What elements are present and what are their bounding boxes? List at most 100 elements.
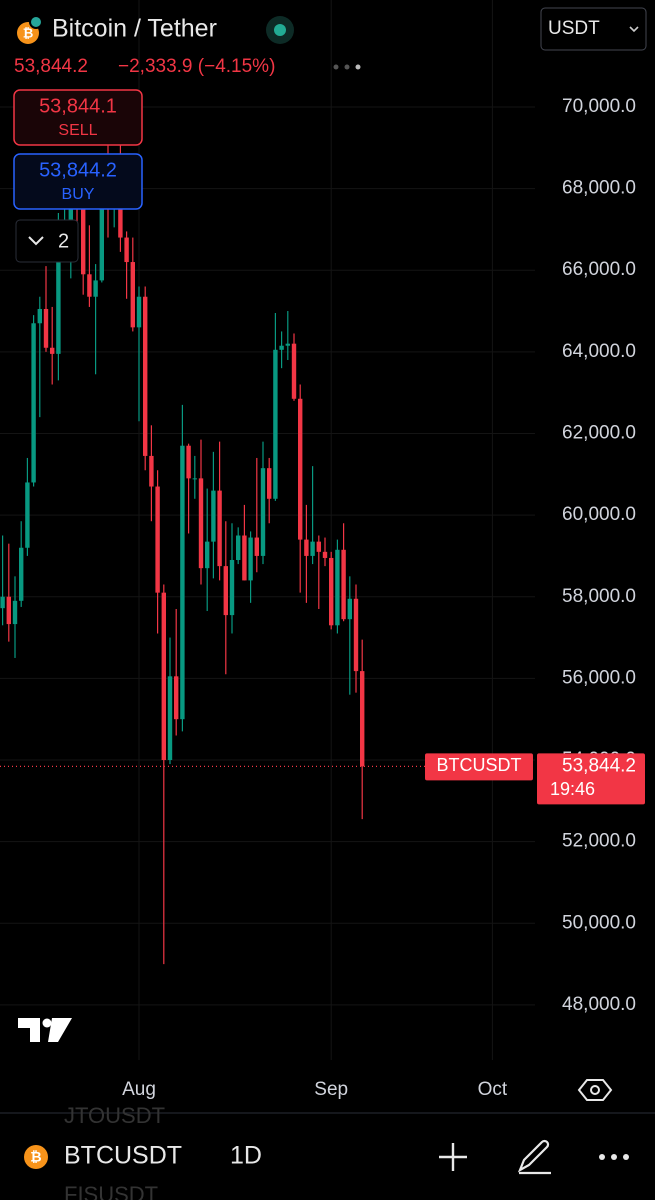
y-tick-label: 50,000.0 xyxy=(562,912,636,933)
more-icon xyxy=(623,1154,629,1160)
candle-body xyxy=(31,323,36,483)
candle-body xyxy=(335,549,340,626)
sell-button[interactable] xyxy=(13,89,143,146)
candle-body xyxy=(310,541,315,556)
candle-body xyxy=(124,237,129,263)
tv-logo-dot xyxy=(42,1018,52,1028)
candle-body xyxy=(186,445,191,479)
dot xyxy=(333,64,339,70)
symbol-tag xyxy=(425,753,533,781)
candle-body xyxy=(99,192,104,281)
chevron xyxy=(28,236,44,246)
candle-body xyxy=(37,308,42,324)
price-tags: BTCUSDT 53,844.2 19:46 xyxy=(425,753,645,805)
candle-body xyxy=(0,596,5,609)
candle-body xyxy=(130,262,135,328)
x-tick-label: Sep xyxy=(314,1079,348,1100)
candle-body xyxy=(260,468,266,556)
candle-body xyxy=(93,280,98,297)
buy-label: BUY xyxy=(62,186,95,203)
candle-body xyxy=(273,349,278,499)
candle-body xyxy=(242,535,247,581)
y-tick-label: 62,000.0 xyxy=(562,422,636,443)
y-tick-label: 52,000.0 xyxy=(562,831,636,852)
candle-body xyxy=(353,598,359,672)
candle-body xyxy=(304,539,309,556)
coin-icon xyxy=(24,1145,48,1169)
more-icon xyxy=(611,1154,617,1160)
currency-select[interactable] xyxy=(540,7,647,51)
buy-button[interactable] xyxy=(13,153,143,210)
candle-body xyxy=(347,598,352,620)
candle-body xyxy=(12,600,18,625)
x-tick-label: Aug xyxy=(122,1079,156,1100)
candle-body xyxy=(161,592,166,760)
candle-body xyxy=(192,478,197,480)
indicators-toggle[interactable] xyxy=(15,219,79,263)
dot xyxy=(355,64,361,70)
candle-body xyxy=(316,541,321,552)
candle-body xyxy=(155,486,160,593)
candle-body xyxy=(285,343,290,346)
candle-body xyxy=(143,296,148,456)
dot xyxy=(344,64,350,70)
candle-body xyxy=(267,468,272,499)
coin-glyph: ₿ xyxy=(30,1149,41,1165)
candle-body xyxy=(254,537,259,556)
candle-body xyxy=(217,490,222,567)
y-tick-label: 56,000.0 xyxy=(562,667,636,688)
settings-icon-center xyxy=(590,1085,600,1095)
candle-body xyxy=(25,482,30,548)
candle-body xyxy=(87,274,92,297)
candle-body xyxy=(329,557,334,626)
candle-body xyxy=(291,343,297,399)
candle-body xyxy=(43,308,49,348)
candle-body xyxy=(322,551,328,558)
candle-body xyxy=(298,398,303,540)
candle-body xyxy=(205,541,210,569)
footer-symbol[interactable]: BTCUSDT xyxy=(64,1142,182,1170)
y-tick-label: 64,000.0 xyxy=(562,341,636,362)
draw-icon[interactable] xyxy=(517,1139,551,1175)
add-icon[interactable] xyxy=(439,1143,467,1171)
x-tick-label: Oct xyxy=(478,1079,508,1100)
tether-badge xyxy=(29,15,43,29)
y-tick-label: 70,000.0 xyxy=(562,96,636,117)
indicator-count: 2 xyxy=(58,230,69,252)
list-ghost: FISUSDT xyxy=(64,1182,158,1200)
interval[interactable]: 1D xyxy=(230,1142,262,1170)
price-tag-label: 53,844.2 xyxy=(562,755,636,776)
overlay: ₿ Bitcoin / Tether USDT 53,844.2 −2,333.… xyxy=(0,7,655,1200)
y-tick-label: 66,000.0 xyxy=(562,259,636,280)
buy-price: 53,844.2 xyxy=(39,159,117,181)
candle-body xyxy=(360,671,365,767)
chevron xyxy=(629,26,639,33)
settings-icon[interactable] xyxy=(577,1079,613,1101)
candle-body xyxy=(198,478,204,569)
symbol-title[interactable]: Bitcoin / Tether xyxy=(52,15,217,43)
market-status-dot xyxy=(274,24,286,36)
candle-body xyxy=(211,490,216,542)
y-tick-label: 58,000.0 xyxy=(562,586,636,607)
last-price: 53,844.2 xyxy=(14,56,88,77)
sell-price: 53,844.1 xyxy=(39,95,117,117)
candle-body xyxy=(19,547,24,601)
candle-body xyxy=(81,206,86,275)
y-tick-label: 60,000.0 xyxy=(562,504,636,525)
y-tick-label: 48,000.0 xyxy=(562,994,636,1015)
candle-body xyxy=(50,347,55,354)
candle-body xyxy=(229,560,235,616)
more-icon[interactable] xyxy=(599,1154,605,1160)
candle-body xyxy=(167,676,173,760)
candle-body xyxy=(56,243,61,354)
symbol-tag-label: BTCUSDT xyxy=(437,755,522,775)
sell-label: SELL xyxy=(58,122,97,139)
candle-body xyxy=(236,535,241,560)
candle-body xyxy=(180,445,185,720)
price-change: −2,333.9 (−4.15%) xyxy=(118,56,275,77)
y-tick-label: 68,000.0 xyxy=(562,178,636,199)
tv-logo xyxy=(18,1018,72,1042)
candle-body xyxy=(341,549,346,620)
candle-body xyxy=(136,296,142,328)
price-tag xyxy=(537,753,645,805)
